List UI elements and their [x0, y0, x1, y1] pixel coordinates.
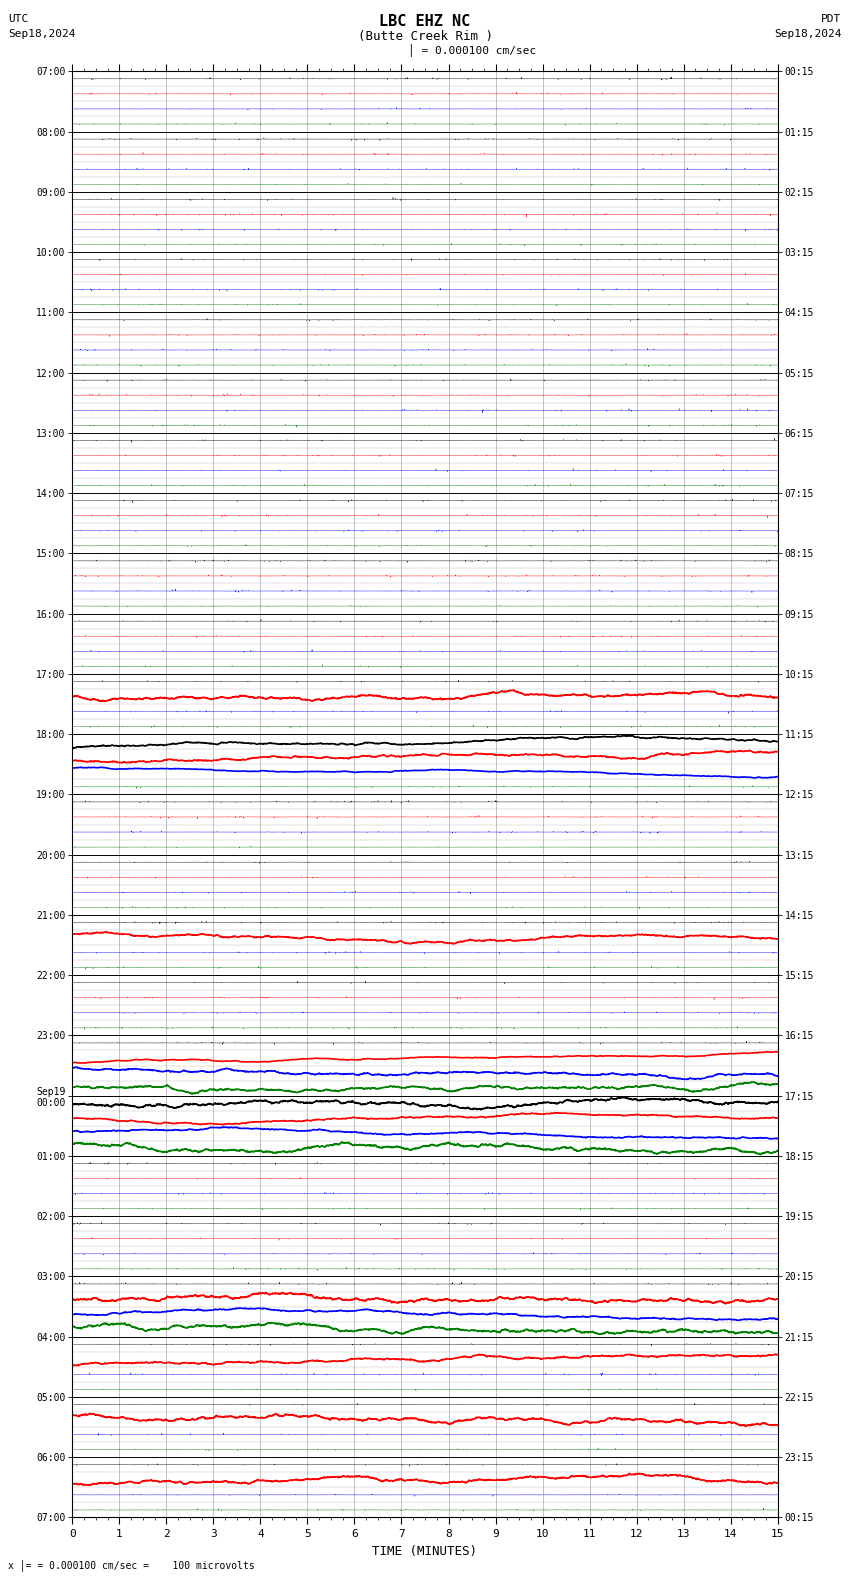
Text: UTC: UTC	[8, 14, 29, 24]
X-axis label: TIME (MINUTES): TIME (MINUTES)	[372, 1544, 478, 1557]
Text: (Butte Creek Rim ): (Butte Creek Rim )	[358, 30, 492, 43]
Text: │ = 0.000100 cm/sec: │ = 0.000100 cm/sec	[408, 44, 536, 57]
Text: x │= = 0.000100 cm/sec =    100 microvolts: x │= = 0.000100 cm/sec = 100 microvolts	[8, 1560, 255, 1571]
Text: PDT: PDT	[821, 14, 842, 24]
Text: LBC EHZ NC: LBC EHZ NC	[379, 14, 471, 29]
Text: Sep18,2024: Sep18,2024	[8, 29, 76, 38]
Text: Sep18,2024: Sep18,2024	[774, 29, 842, 38]
